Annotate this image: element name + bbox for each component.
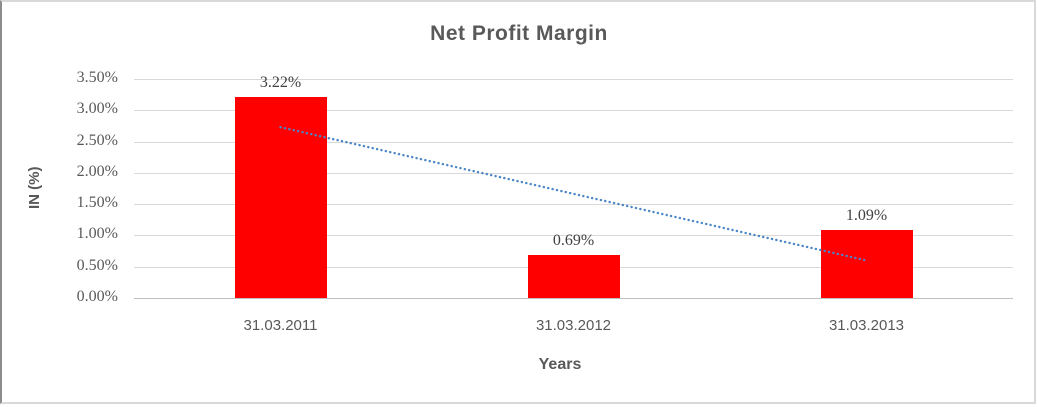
x-tick-label: 31.03.2011 (243, 317, 318, 334)
y-tick-label: 3.00% (76, 100, 118, 118)
y-tick-label: 1.50% (76, 194, 118, 212)
y-tick-label: 2.00% (76, 162, 118, 180)
y-tick-label: 0.50% (76, 256, 118, 274)
gridline (134, 110, 1013, 112)
chart-title: Net Profit Margin (430, 22, 608, 45)
gridline (134, 79, 1013, 80)
y-tick-label: 0.00% (76, 288, 118, 305)
y-tick-label: 2.50% (76, 131, 118, 149)
x-tick-label: 31.03.2012 (535, 317, 612, 334)
x-axis-line (134, 298, 1013, 299)
y-tick-label: 3.50% (76, 69, 118, 86)
x-axis-title: Years (538, 356, 582, 373)
x-tick-label: 31.03.2013 (828, 317, 905, 334)
data-label: 1.09% (845, 206, 888, 224)
data-label: 3.22% (259, 73, 302, 91)
bar-31.03.2012 (527, 254, 620, 298)
bar-31.03.2011 (234, 96, 327, 298)
bar-31.03.2013 (820, 229, 913, 298)
y-axis-title: IN (%) (26, 166, 43, 210)
data-label: 0.69% (552, 231, 595, 249)
y-tick-label: 1.00% (76, 225, 118, 243)
